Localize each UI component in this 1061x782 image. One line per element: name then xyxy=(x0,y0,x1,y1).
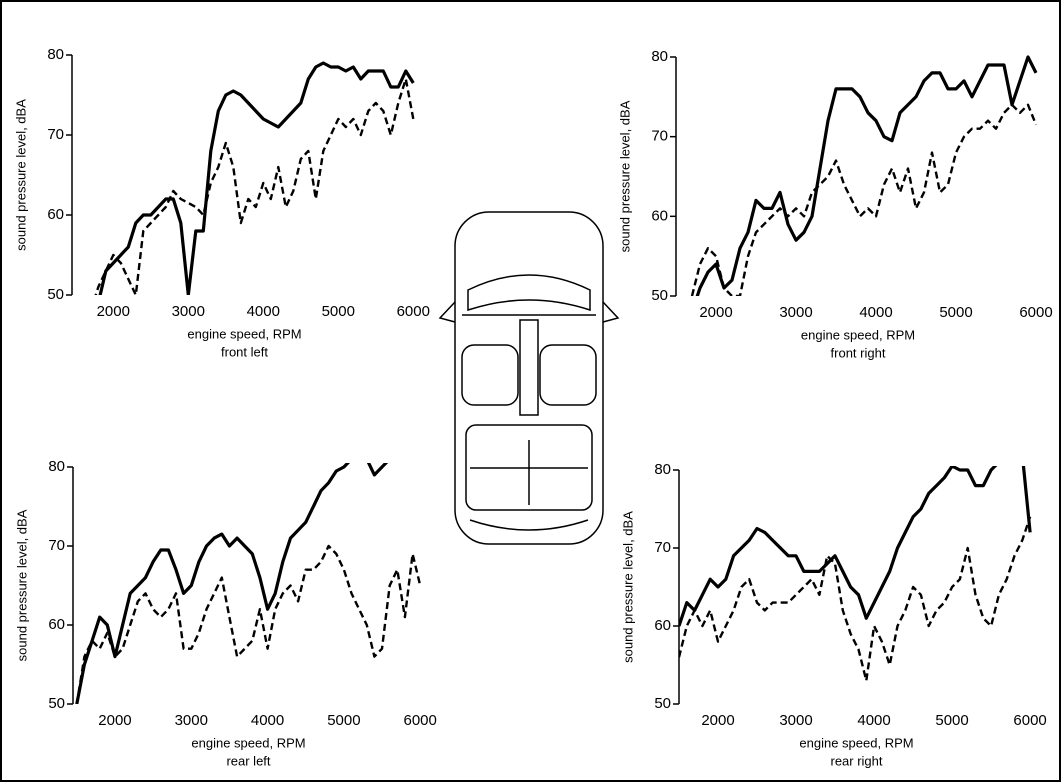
x-tick-label: 4000 xyxy=(859,304,892,321)
x-axis-label: engine speed, RPM xyxy=(801,327,915,342)
x-tick-label: 5000 xyxy=(327,712,360,729)
chart-subtitle: rear right xyxy=(830,753,882,768)
y-tick-label: 60 xyxy=(651,207,668,224)
x-tick-label: 6000 xyxy=(397,303,430,320)
series-line xyxy=(75,463,389,704)
x-tick-label: 4000 xyxy=(247,303,280,320)
series-line xyxy=(690,103,1038,296)
x-tick-label: 6000 xyxy=(1013,712,1046,729)
y-tick-label: 60 xyxy=(47,206,64,223)
y-tick-label: 50 xyxy=(651,287,668,304)
chart-subtitle: rear left xyxy=(226,753,270,768)
x-tick-label: 5000 xyxy=(939,304,972,321)
x-tick-label: 4000 xyxy=(251,712,284,729)
x-tick-label: 5000 xyxy=(322,303,355,320)
y-tick-label: 50 xyxy=(48,695,65,712)
y-tick-label: 70 xyxy=(654,539,671,556)
x-tick-label: 2000 xyxy=(97,303,130,320)
chart: 50 60 70 80 2000 3000 4000 5000 6000 engine speed… xyxy=(617,48,1052,360)
x-tick-label: 4000 xyxy=(857,712,890,729)
y-tick-label: 70 xyxy=(47,126,64,143)
y-axis-label: sound pressure level, dBA xyxy=(14,509,29,661)
y-tick-label: 60 xyxy=(654,617,671,634)
x-tick-label: 5000 xyxy=(935,712,968,729)
y-tick-label: 70 xyxy=(651,128,668,145)
charts: 50 60 70 80 2000 3000 4000 5000 6000 engine speed… xyxy=(13,46,1052,768)
x-tick-label: 2000 xyxy=(701,712,734,729)
x-tick-label: 3000 xyxy=(172,303,205,320)
x-tick-label: 6000 xyxy=(403,712,436,729)
y-tick-label: 80 xyxy=(47,46,64,63)
x-tick-label: 3000 xyxy=(175,712,208,729)
chart: 50 60 70 80 2000 3000 4000 5000 6000 engine speed… xyxy=(13,46,430,359)
series-line xyxy=(679,516,1032,682)
series-line xyxy=(679,466,1032,627)
series-line xyxy=(98,61,415,295)
chart: 50 60 70 80 2000 3000 4000 5000 6000 engine speed… xyxy=(620,461,1046,768)
x-axis-label: engine speed, RPM xyxy=(191,735,305,750)
chart-subtitle: front right xyxy=(831,345,886,360)
y-axis-label: sound pressure level, dBA xyxy=(617,100,632,252)
y-tick-label: 80 xyxy=(48,458,65,475)
y-tick-label: 50 xyxy=(47,286,64,303)
y-axis-label: sound pressure level, dBA xyxy=(620,511,635,663)
x-axis-label: engine speed, RPM xyxy=(187,326,301,341)
x-tick-label: 2000 xyxy=(699,304,732,321)
y-tick-label: 60 xyxy=(48,616,65,633)
series-line xyxy=(75,544,422,704)
series-line xyxy=(695,55,1038,296)
chart: 50 60 70 80 2000 3000 4000 5000 6000 engine speed… xyxy=(14,458,436,768)
y-tick-label: 80 xyxy=(654,461,671,478)
x-tick-label: 2000 xyxy=(98,712,131,729)
chart-subtitle: front left xyxy=(221,344,268,359)
car-diagram xyxy=(438,211,620,545)
x-tick-label: 6000 xyxy=(1019,304,1052,321)
y-axis-label: sound pressure level, dBA xyxy=(13,99,28,251)
y-tick-label: 50 xyxy=(654,695,671,712)
series-line xyxy=(94,77,415,295)
x-tick-label: 3000 xyxy=(779,712,812,729)
x-axis-label: engine speed, RPM xyxy=(799,735,913,750)
y-tick-label: 70 xyxy=(48,537,65,554)
x-tick-label: 3000 xyxy=(779,304,812,321)
y-tick-label: 80 xyxy=(651,48,668,65)
